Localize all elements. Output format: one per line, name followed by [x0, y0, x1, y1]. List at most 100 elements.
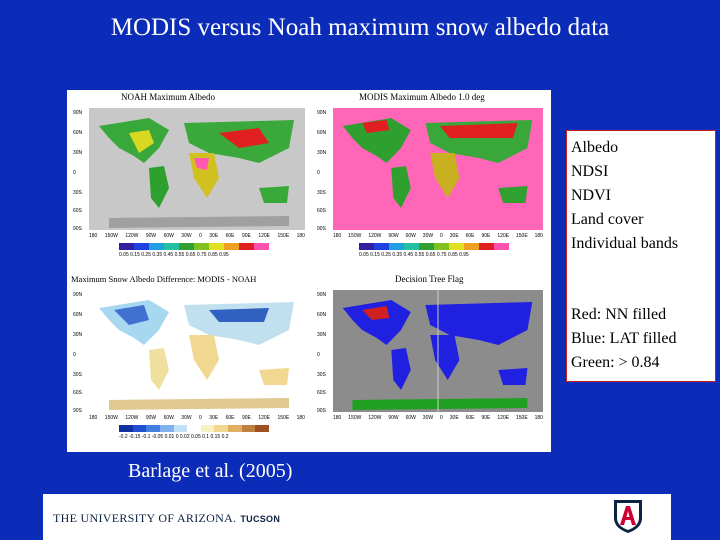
lon-labels: 180 150W 120W 90W 60W 30W 0 30E 60E 90E … — [333, 233, 543, 239]
colorbar — [119, 243, 269, 250]
lon-label: 30E — [209, 415, 219, 421]
lon-label: 90W — [145, 415, 157, 421]
lon-label: 60E — [225, 415, 235, 421]
map-title: Decision Tree Flag — [395, 274, 464, 284]
footer-banner: THE UNIVERSITY OF ARIZONA. TUCSON — [43, 494, 671, 540]
lat-label: 90S — [73, 408, 82, 414]
spacer — [571, 256, 711, 303]
lon-label: 180 — [534, 233, 543, 239]
legend-item: Blue: LAT filled — [571, 330, 677, 347]
map-panel-decision-tree: Decision Tree Flag 90N 60N 30N 0 30S 60S… — [315, 272, 551, 452]
lon-label: 90E — [241, 233, 251, 239]
lon-labels: 180 150W 120W 90W 60W 30W 0 30E 60E 90E … — [89, 233, 305, 239]
lon-label: 120W — [368, 415, 382, 421]
lat-label: 90S — [317, 226, 326, 232]
citation: Barlage et al. (2005) — [128, 460, 293, 482]
colorbar-labels: 0.05 0.15 0.25 0.35 0.45 0.55 0.65 0.75 … — [359, 252, 469, 258]
lon-label: 180 — [89, 415, 98, 421]
lat-label: 60S — [73, 208, 82, 214]
lat-label: 90S — [73, 226, 82, 232]
lon-label: 90E — [241, 415, 251, 421]
map-title: Maximum Snow Albedo Difference: MODIS - … — [71, 274, 257, 284]
lat-label: 90N — [317, 292, 327, 298]
lon-label: 120E — [497, 233, 510, 239]
lon-label: 30E — [449, 415, 459, 421]
lon-label: 150E — [515, 415, 528, 421]
lon-label: 60E — [465, 233, 475, 239]
lon-label: 150E — [277, 233, 290, 239]
lon-label: 120W — [125, 415, 139, 421]
lon-label: 60W — [163, 233, 174, 239]
note-item: Albedo — [571, 139, 619, 156]
lat-label: 60S — [317, 390, 326, 396]
map-panel-difference: Maximum Snow Albedo Difference: MODIS - … — [71, 272, 315, 452]
university-logo-icon — [614, 500, 642, 533]
note-item: Land cover — [571, 211, 644, 228]
lat-label: 90N — [317, 110, 327, 116]
lon-label: 180 — [333, 233, 342, 239]
lon-label: 30W — [422, 415, 434, 421]
map-image-modis — [333, 108, 543, 230]
figure-panel: NOAH Maximum Albedo 90N 60N 30N 0 30S 60… — [67, 90, 551, 452]
map-image-noah — [89, 108, 305, 230]
lat-label: 90N — [73, 110, 83, 116]
lon-label: 30W — [422, 233, 434, 239]
lon-label: 150W — [104, 415, 118, 421]
lon-label: 150E — [277, 415, 290, 421]
lat-label: 60N — [73, 130, 83, 136]
lon-labels: 180 150W 120W 90W 60W 30W 0 30E 60E 90E … — [333, 415, 543, 421]
lon-label: 90W — [145, 233, 157, 239]
university-wordmark: THE UNIVERSITY OF ARIZONA. TUCSON — [53, 511, 280, 526]
lat-label: 30S — [317, 190, 326, 196]
map-title: MODIS Maximum Albedo 1.0 deg — [359, 92, 485, 102]
lon-label: 120W — [125, 233, 139, 239]
lat-label: 60S — [73, 390, 82, 396]
lon-label: 60E — [465, 415, 475, 421]
lat-label: 30N — [73, 332, 83, 338]
slide-title: MODIS versus Noah maximum snow albedo da… — [110, 14, 610, 41]
lat-label: 30S — [73, 190, 82, 196]
lon-label: 150W — [348, 233, 362, 239]
colorbar-labels: 0.05 0.15 0.25 0.35 0.45 0.55 0.65 0.75 … — [119, 252, 229, 258]
map-title: NOAH Maximum Albedo — [121, 92, 215, 102]
lon-label: 90E — [481, 415, 491, 421]
lon-label: 180 — [89, 233, 98, 239]
lon-label: 30W — [181, 415, 192, 421]
lon-labels: 180 150W 120W 90W 60W 30W 0 30E 60E 90E … — [89, 415, 305, 421]
lat-label: 30S — [317, 372, 326, 378]
lon-label: 150W — [104, 233, 118, 239]
lon-label: 0 — [440, 415, 443, 421]
lat-label: 0 — [73, 170, 76, 176]
lon-label: 120W — [368, 233, 382, 239]
lon-label: 90W — [388, 233, 399, 239]
map-image-difference — [89, 290, 305, 412]
lon-label: 30W — [181, 233, 192, 239]
map-panel-modis: MODIS Maximum Albedo 1.0 deg 90N 60N 30N… — [315, 90, 551, 270]
lat-label: 60S — [317, 208, 326, 214]
lon-label: 120E — [497, 415, 510, 421]
legend-item: Green: > 0.84 — [571, 354, 660, 371]
lat-label: 90N — [73, 292, 83, 298]
legend-item: Red: NN filled — [571, 306, 667, 323]
lon-label: 150W — [348, 415, 362, 421]
lat-label: 60N — [317, 312, 327, 318]
lon-label: 0 — [199, 415, 202, 421]
lat-label: 0 — [73, 352, 76, 358]
lon-label: 180 — [534, 415, 543, 421]
lat-label: 0 — [317, 170, 320, 176]
lat-label: 60N — [73, 312, 83, 318]
lon-label: 150E — [515, 233, 528, 239]
lon-label: 120E — [258, 233, 271, 239]
map-panel-noah: NOAH Maximum Albedo 90N 60N 30N 0 30S 60… — [71, 90, 307, 270]
map-image-decision-tree — [333, 290, 543, 412]
lat-label: 30N — [317, 150, 327, 156]
lon-label: 60W — [163, 415, 174, 421]
colorbar-labels: -0.2 -0.15 -0.1 -0.05 0.01 0 0.02 0.05 0… — [119, 434, 229, 440]
lon-label: 0 — [199, 233, 202, 239]
lon-label: 60W — [405, 415, 416, 421]
lon-label: 30E — [209, 233, 219, 239]
lat-label: 30N — [317, 332, 327, 338]
lon-label: 120E — [258, 415, 271, 421]
colorbar — [119, 425, 270, 432]
lon-label: 90W — [388, 415, 399, 421]
